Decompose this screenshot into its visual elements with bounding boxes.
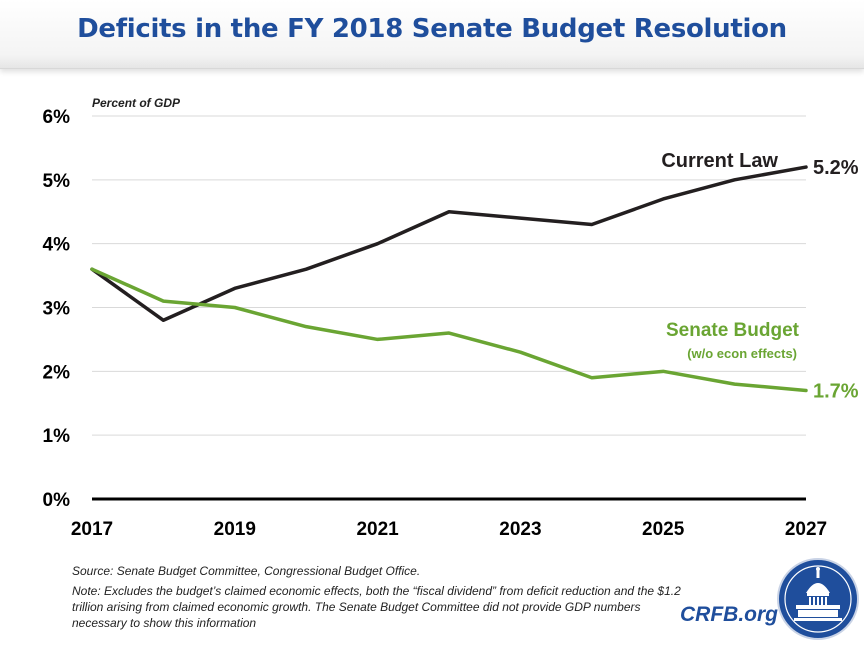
series-line (90, 267, 808, 393)
y-tick-label: 6% (43, 107, 71, 128)
y-tick-label: 1% (43, 426, 71, 447)
series-label-senate-budget: Senate Budget (666, 320, 800, 341)
chart-labels: Current Law 5.2% Senate Budget (w/o econ ef… (661, 150, 858, 402)
y-axis-title: Percent of GDP (92, 96, 181, 110)
methodology-note: Note: Excludes the budget’s claimed econ… (72, 584, 681, 630)
y-tick-label: 0% (43, 490, 71, 511)
end-value-senate-budget: 1.7% (813, 380, 859, 402)
line-chart: 0% 1% 2% 3% 4% 5% 6% 2017 2019 2021 2023 2025 2027 Pe… (43, 96, 859, 540)
footnotes: Source: Senate Budget Committee, Congres… (72, 563, 692, 635)
source-note: Source: Senate Budget Committee, Congres… (72, 564, 421, 578)
crfb-site-link[interactable]: CRFB.org (680, 603, 778, 626)
y-tick-label: 5% (43, 171, 71, 192)
end-value-current-law: 5.2% (813, 157, 859, 179)
x-tick-label: 2019 (214, 519, 256, 540)
header-banner: Deficits in the FY 2018 Senate Budget Re… (0, 0, 864, 69)
grid-lines (92, 115, 806, 436)
series-label-current-law: Current Law (661, 150, 778, 172)
x-tick-label: 2021 (356, 519, 399, 540)
series-lines (90, 165, 808, 393)
series-sublabel-senate-budget: (w/o econ effects) (687, 346, 797, 361)
series-line (90, 165, 808, 323)
chart-title: Deficits in the FY 2018 Senate Budget Re… (77, 14, 787, 44)
x-tick-label: 2017 (71, 519, 113, 540)
y-tick-label: 4% (43, 235, 71, 256)
x-tick-label: 2023 (499, 519, 541, 540)
capitol-dome-icon (777, 558, 859, 640)
x-tick-label: 2025 (642, 519, 685, 540)
y-tick-label: 3% (43, 299, 71, 320)
y-tick-label: 2% (43, 362, 71, 383)
axes: 0% 1% 2% 3% 4% 5% 6% 2017 2019 2021 2023 2025 2027 Pe… (43, 96, 828, 540)
x-tick-label: 2027 (785, 519, 827, 540)
